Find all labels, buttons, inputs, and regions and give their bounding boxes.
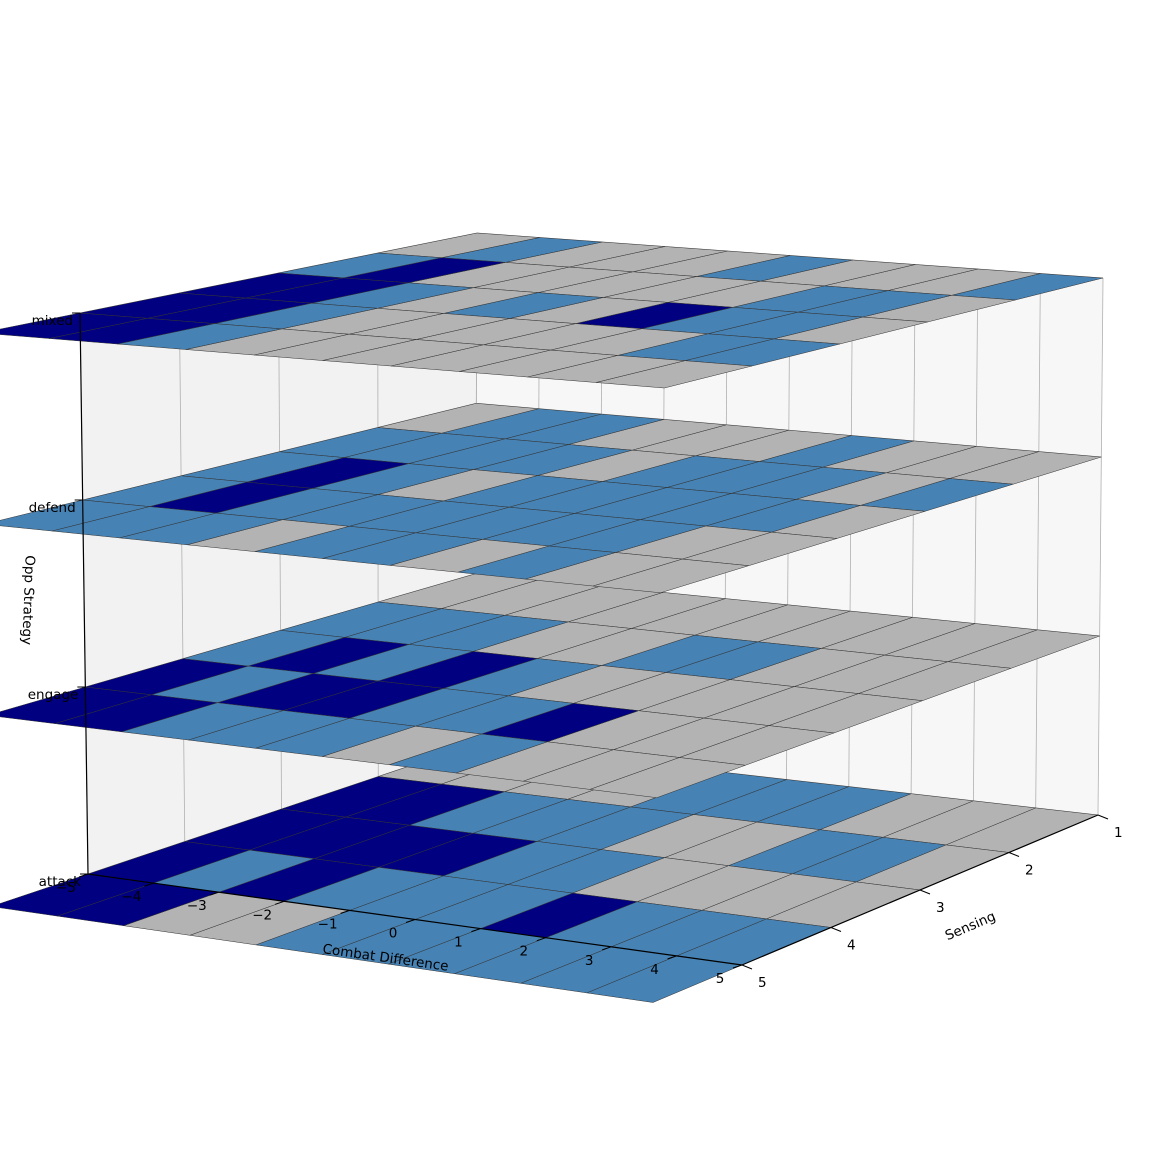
cell: [0, 312, 148, 339]
y-tick-label: 5: [758, 975, 767, 991]
x-tick-label: 5: [716, 971, 725, 987]
x-tick-label: −5: [56, 880, 76, 896]
y-tick: [741, 964, 753, 970]
layer-mixed: [0, 232, 1104, 389]
x-tick-label: −4: [121, 889, 141, 905]
x-tick-label: 0: [389, 926, 398, 942]
z-tick-label: mixed: [32, 313, 73, 329]
x-gridline: [1035, 273, 1041, 808]
x-tick: [536, 937, 546, 942]
x-tick-label: 3: [585, 953, 594, 969]
x-tick-label: 1: [454, 935, 463, 951]
x-tick: [667, 955, 677, 960]
y-gridline: [178, 292, 186, 842]
axis-ticks: −5 −4 −3 −2 −1 0 1 2 3 4 5 1 2 3 4 5 attack engage defend m…: [28, 312, 1123, 991]
x-tick: [471, 928, 481, 933]
y-tick-label: 1: [1114, 825, 1123, 841]
y-tick-label: 3: [936, 900, 945, 916]
x-tick-label: 4: [650, 962, 659, 978]
y-tick: [1008, 852, 1020, 857]
y-axis-label: Sensing: [943, 909, 998, 945]
x-gridline: [910, 264, 916, 794]
layer-defend: [0, 403, 1102, 594]
x-tick-label: 2: [520, 944, 529, 960]
cell: [0, 499, 150, 532]
x-tick-label: −3: [187, 898, 207, 914]
x-tick: [209, 891, 219, 896]
x-tick: [340, 909, 350, 914]
x-gridline: [1097, 277, 1104, 816]
x-tick: [275, 900, 285, 905]
y-tick-label: 4: [847, 938, 856, 954]
z-tick-label: attack: [39, 874, 82, 890]
x-tick: [144, 882, 154, 887]
y-tick: [919, 889, 931, 895]
x-tick-label: −2: [252, 907, 272, 923]
z-axis-label: Opp Strategy: [18, 555, 37, 645]
x-tick: [732, 964, 743, 969]
x-tick: [602, 946, 612, 951]
y-tick: [830, 927, 842, 932]
x-tick: [405, 919, 416, 923]
cell: [0, 686, 152, 724]
y-tick-label: 2: [1025, 863, 1034, 879]
z-tick-label: engage: [28, 687, 79, 703]
x-tick-label: −1: [318, 916, 338, 932]
data-layers: [0, 232, 1104, 1003]
y-tick: [1097, 814, 1109, 820]
x-gridline: [973, 268, 979, 801]
z-axis-line: [79, 312, 89, 875]
z-tick-label: defend: [29, 500, 76, 516]
layer-engage: [0, 573, 1100, 798]
